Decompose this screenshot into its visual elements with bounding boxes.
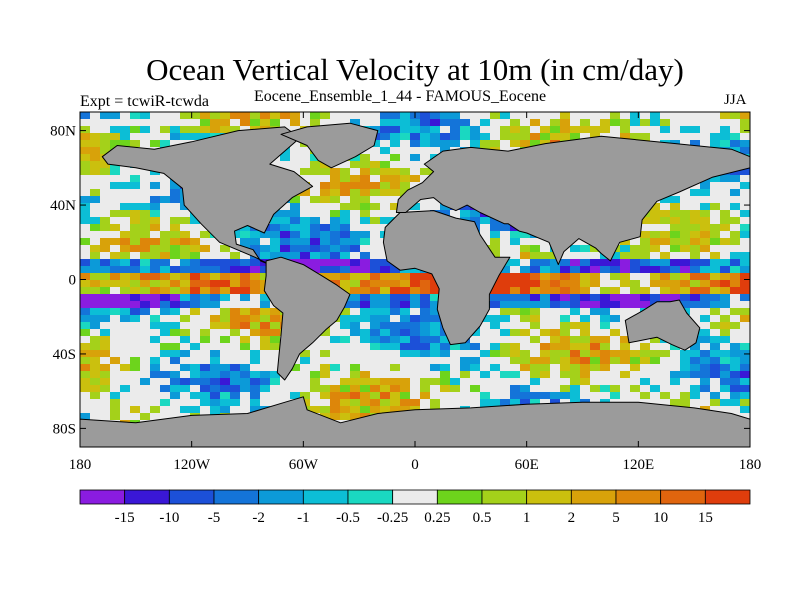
experiment-label: Expt = tcwiR-tcwda	[80, 93, 209, 110]
x-tick-label: 120W	[173, 457, 211, 473]
colorbar-swatch	[124, 489, 170, 505]
colorbar-label: 2	[568, 510, 576, 526]
colorbar-swatch	[168, 489, 215, 505]
colorbar-swatch	[392, 489, 438, 505]
colorbar-label: -10	[159, 510, 179, 526]
australia-land	[624, 299, 701, 351]
colorbar-label: -15	[115, 510, 135, 526]
colorbar-label: 0.25	[424, 510, 450, 526]
colorbar-label: -0.25	[377, 510, 408, 526]
y-tick-label: 0	[69, 273, 77, 289]
y-tick-label: 80N	[50, 124, 76, 140]
colorbar-label: 10	[653, 510, 668, 526]
colorbar-swatch	[481, 489, 528, 505]
colorbar-swatch	[347, 489, 394, 505]
colorbar-label: -0.5	[336, 510, 360, 526]
south-america-land	[263, 256, 351, 381]
colorbar-swatch	[213, 489, 260, 505]
x-tick-label: 60W	[289, 457, 319, 473]
eurasia-land	[395, 135, 750, 266]
x-tick-label: 180	[69, 457, 92, 473]
colorbar: -15 -10 -5 -2 -1 -0.5 -0.25 0.25 0.5 1 2 5 10 15	[79, 489, 751, 526]
colorbar-label: -5	[208, 510, 221, 526]
colorbar-swatch	[570, 489, 617, 505]
colorbar-swatch	[258, 489, 304, 505]
y-tick-label: 80S	[53, 421, 76, 437]
y-tick-label: 40S	[53, 347, 76, 363]
colorbar-swatch	[302, 489, 349, 505]
colorbar-label: 0.5	[473, 510, 492, 526]
x-tick-label: 120E	[622, 457, 654, 473]
land-masses	[80, 122, 750, 447]
season-label: JJA	[724, 92, 747, 108]
colorbar-swatch	[436, 489, 483, 505]
colorbar-swatch	[660, 489, 706, 505]
antarctica-land	[80, 396, 750, 447]
colorbar-label: 15	[698, 510, 713, 526]
colorbar-swatch	[79, 489, 126, 505]
colorbar-swatch	[704, 489, 751, 505]
axis-ticks: 80N 40N 0 40S 80S 180 120W 60W 0 60E 120E 180	[50, 112, 761, 473]
colorbar-label: 1	[523, 510, 531, 526]
north-america-land	[101, 126, 314, 266]
x-tick-label: 180	[739, 457, 762, 473]
y-tick-label: 40N	[50, 198, 76, 214]
ensemble-subtitle: Eocene_Ensemble_1_44 - FAMOUS_Eocene	[254, 88, 547, 105]
africa-land	[382, 210, 511, 346]
x-tick-label: 0	[411, 457, 419, 473]
colorbar-label: 5	[612, 510, 620, 526]
colorbar-swatch	[615, 489, 662, 505]
colorbar-label: -2	[252, 510, 265, 526]
colorbar-swatch	[526, 489, 572, 505]
x-tick-label: 60E	[515, 457, 539, 473]
colorbar-label: -1	[297, 510, 310, 526]
greenland-land	[280, 122, 379, 169]
map-title: Ocean Vertical Velocity at 10m (in cm/da…	[146, 52, 684, 87]
